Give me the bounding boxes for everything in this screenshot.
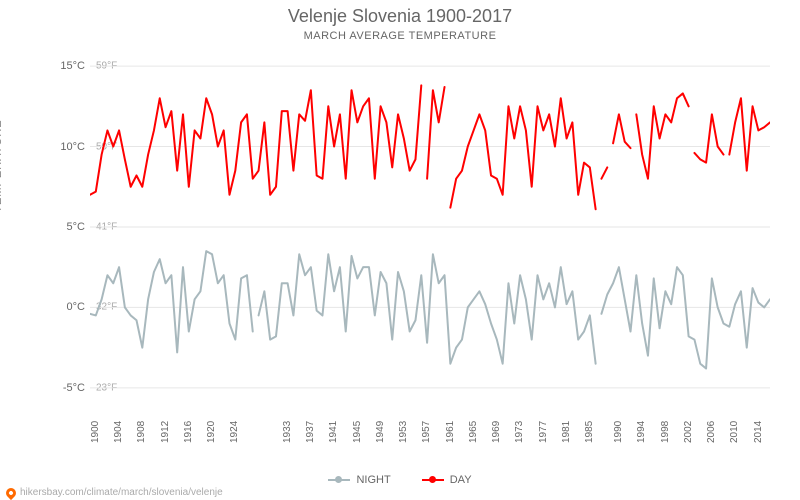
xtick: 1953 [398,421,409,443]
xtick: 2006 [706,421,717,443]
xtick: 1937 [305,421,316,443]
xtick: 1969 [491,421,502,443]
xtick: 1933 [282,421,293,443]
xtick: 1973 [514,421,525,443]
chart-container: Velenje Slovenia 1900-2017 MARCH AVERAGE… [0,0,800,500]
xtick: 1945 [352,421,363,443]
legend-item-day: DAY [422,474,472,486]
legend-item-night: NIGHT [328,474,390,486]
legend: NIGHT DAY [0,472,800,486]
legend-label-day: DAY [450,474,472,486]
xtick: 2002 [683,421,694,443]
xtick: 1998 [660,421,671,443]
legend-swatch-night [328,479,350,481]
chart-title: Velenje Slovenia 1900-2017 [0,6,800,27]
xtick: 1941 [328,421,339,443]
legend-swatch-day [422,479,444,481]
xtick: 1981 [561,421,572,443]
chart-subtitle: MARCH AVERAGE TEMPERATURE [0,30,800,42]
xtick: 2010 [729,421,740,443]
xtick: 1912 [160,421,171,443]
xtick: 1949 [375,421,386,443]
xtick: 1904 [113,421,124,443]
xtick: 1957 [421,421,432,443]
xtick: 1900 [90,421,101,443]
xtick: 1924 [229,421,240,443]
xtick: 1916 [183,421,194,443]
xtick: 1977 [538,421,549,443]
xtick: 1990 [613,421,624,443]
legend-label-night: NIGHT [356,474,390,486]
xtick: 1994 [636,421,647,443]
xtick: 1961 [445,421,456,443]
xtick: 1908 [136,421,147,443]
plot-area [90,50,770,420]
xtick: 1920 [206,421,217,443]
source-footer: hikersbay.com/climate/march/slovenia/vel… [6,487,223,498]
xtick: 2014 [753,421,764,443]
xtick: 1965 [468,421,479,443]
xtick: 1985 [584,421,595,443]
y-axis-label: TEMPERATURE [0,119,4,212]
source-url: hikersbay.com/climate/march/slovenia/vel… [20,487,223,498]
map-pin-icon [4,485,18,499]
